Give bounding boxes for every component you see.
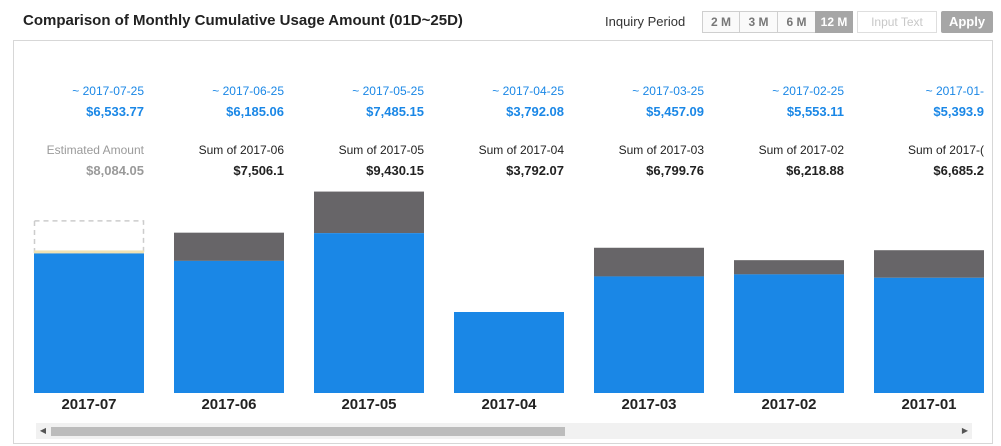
cumulative-amount-label: $5,553.11 [786, 104, 844, 119]
sum-name-label: Estimated Amount [46, 143, 144, 157]
scroll-right-arrow-icon[interactable]: ▶ [961, 426, 969, 435]
cumulative-bar [314, 233, 424, 393]
period-date-label: ~ 2017-02-25 [772, 84, 844, 98]
period-2m-button[interactable]: 2 M [702, 11, 739, 33]
sum-value-label: $6,218.88 [786, 163, 844, 178]
cumulative-amount-label: $5,393.9 [933, 104, 984, 119]
period-button-group: 2 M 3 M 6 M 12 M [702, 11, 853, 33]
cumulative-amount-label: $3,792.08 [506, 104, 564, 119]
sum-name-label: Sum of 2017-04 [478, 143, 564, 157]
period-6m-button[interactable]: 6 M [777, 11, 815, 33]
cumulative-bar [34, 253, 144, 393]
period-date-label: ~ 2017-04-25 [492, 84, 564, 98]
estimate-bar-outline [33, 220, 145, 255]
cumulative-amount-label: $7,485.15 [366, 104, 424, 119]
month-axis-label: 2017-07 [61, 396, 117, 413]
sum-value-label: $7,506.1 [233, 163, 284, 178]
period-date-label: ~ 2017-07-25 [72, 84, 144, 98]
bar-plot [33, 191, 984, 393]
cumulative-bar [174, 260, 284, 393]
sum-value-label: $9,430.15 [366, 163, 424, 178]
sum-name-label: Sum of 2017-02 [758, 143, 844, 157]
month-axis-label: 2017-01 [901, 396, 957, 413]
inquiry-period-label: Inquiry Period [605, 14, 686, 29]
sum-name-label: Sum of 2017-05 [338, 143, 424, 157]
scroll-left-arrow-icon[interactable]: ◀ [39, 426, 47, 435]
sum-name-label: Sum of 2017-( [907, 143, 984, 157]
period-input[interactable] [857, 11, 937, 33]
month-axis-label: 2017-06 [201, 396, 257, 413]
remainder-bar [874, 250, 984, 278]
period-date-label: ~ 2017-05-25 [352, 84, 424, 98]
month-axis-label: 2017-02 [761, 396, 817, 413]
period-date-label: ~ 2017-01- [925, 84, 984, 98]
chart-title: Comparison of Monthly Cumulative Usage A… [23, 12, 463, 29]
cumulative-amount-label: $6,533.77 [86, 104, 144, 119]
month-column: ~ 2017-02-25 $5,553.11 Sum of 2017-02 $6,21… [734, 41, 844, 421]
sum-value-label: $3,792.07 [506, 163, 564, 178]
remainder-bar [594, 247, 704, 277]
period-3m-button[interactable]: 3 M [739, 11, 777, 33]
chart-area: ◀ ▶ ~ 2017-07-25 $6,533.77 Estimated Amoun… [13, 40, 993, 444]
cumulative-bar [454, 312, 564, 393]
horizontal-scrollbar[interactable]: ◀ ▶ [36, 423, 972, 439]
cumulative-bar [594, 276, 704, 393]
cumulative-bar [874, 277, 984, 393]
month-axis-label: 2017-04 [481, 396, 537, 413]
month-axis-label: 2017-03 [621, 396, 677, 413]
month-column: ~ 2017-03-25 $5,457.09 Sum of 2017-03 $6,79… [594, 41, 704, 421]
period-date-label: ~ 2017-06-25 [212, 84, 284, 98]
remainder-bar [314, 191, 424, 234]
sum-name-label: Sum of 2017-06 [198, 143, 284, 157]
sum-value-label: $8,084.05 [86, 163, 144, 178]
sum-value-label: $6,685.2 [933, 163, 984, 178]
cumulative-amount-label: $6,185.06 [226, 104, 284, 119]
scroll-thumb[interactable] [51, 427, 565, 436]
month-axis-label: 2017-05 [341, 396, 397, 413]
cumulative-bar [734, 274, 844, 393]
month-column: ~ 2017-07-25 $6,533.77 Estimated Amount $8,… [34, 41, 144, 421]
remainder-bar [734, 260, 844, 275]
remainder-bar [174, 232, 284, 261]
month-column: ~ 2017-06-25 $6,185.06 Sum of 2017-06 $7,50… [174, 41, 284, 421]
sum-name-label: Sum of 2017-03 [618, 143, 704, 157]
month-column: ~ 2017-04-25 $3,792.08 Sum of 2017-04 $3,79… [454, 41, 564, 421]
month-column: ~ 2017-05-25 $7,485.15 Sum of 2017-05 $9,43… [314, 41, 424, 421]
apply-button[interactable]: Apply [941, 11, 993, 33]
month-column: ~ 2017-01- $5,393.9 Sum of 2017-( $6,685.2 [874, 41, 984, 421]
period-12m-button[interactable]: 12 M [815, 11, 853, 33]
estimate-band [34, 250, 144, 254]
cumulative-amount-label: $5,457.09 [646, 104, 704, 119]
chart-header: Comparison of Monthly Cumulative Usage A… [0, 0, 1001, 40]
period-date-label: ~ 2017-03-25 [632, 84, 704, 98]
sum-value-label: $6,799.76 [646, 163, 704, 178]
